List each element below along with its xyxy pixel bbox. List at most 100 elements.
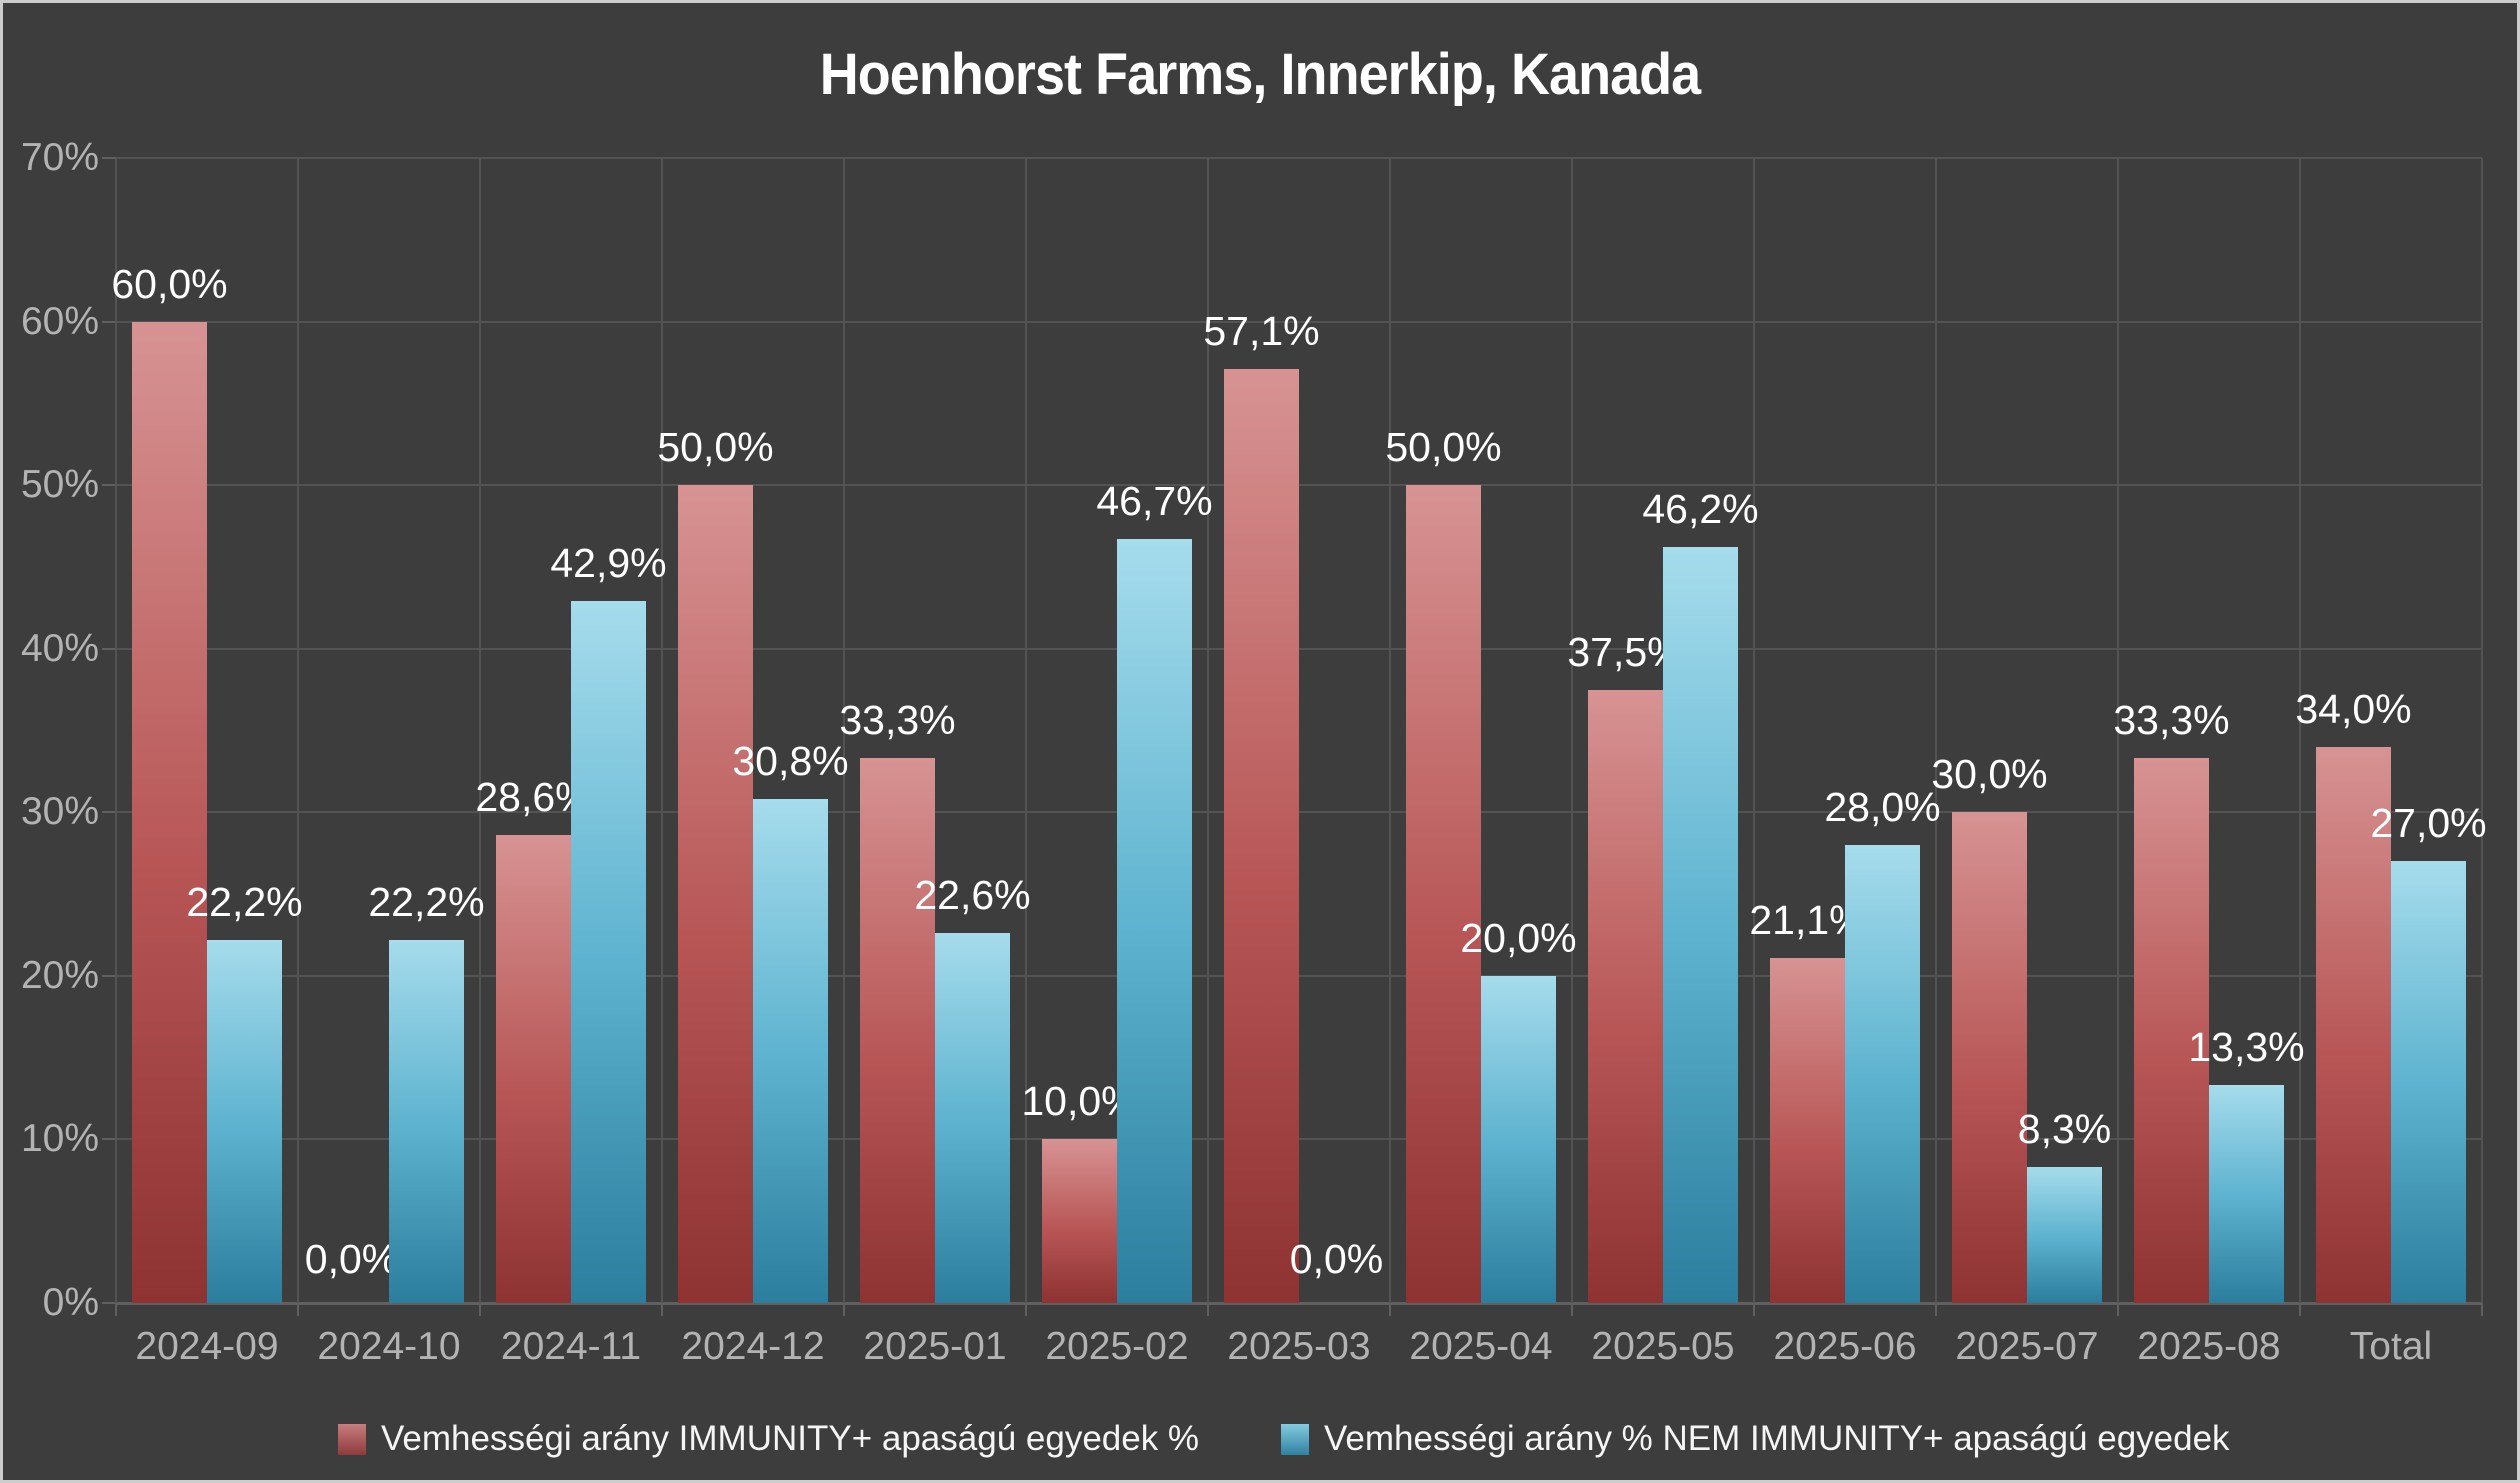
- bar-blue-2025-06[interactable]: [1845, 845, 1920, 1303]
- bar-red-2025-02[interactable]: [1042, 1139, 1117, 1303]
- v-gridline: [2481, 158, 2483, 1303]
- x-axis-tick: [1935, 1303, 1937, 1316]
- x-axis-label[interactable]: 2025-01: [863, 1325, 1007, 1368]
- v-gridline: [1753, 158, 1755, 1303]
- y-axis-tick: [102, 811, 116, 814]
- y-axis-tick: [102, 647, 116, 650]
- bar-red-2025-04[interactable]: [1406, 485, 1481, 1303]
- v-gridline: [479, 158, 481, 1303]
- bar-red-2025-01[interactable]: [860, 758, 935, 1303]
- v-gridline: [1207, 158, 1209, 1303]
- data-label: 28,0%: [1824, 784, 1941, 830]
- y-axis-tick: [102, 157, 116, 159]
- x-axis-label[interactable]: 2024-11: [500, 1325, 642, 1368]
- v-gridline: [1935, 158, 1937, 1303]
- bar-blue-2024-09[interactable]: [207, 940, 282, 1303]
- chart-title[interactable]: Hoenhorst Farms, Innerkip, Kanada: [819, 42, 1701, 107]
- x-axis-label[interactable]: 2025-06: [1773, 1325, 1917, 1368]
- v-gridline: [2299, 158, 2301, 1303]
- bar-red-2025-05[interactable]: [1588, 690, 1663, 1303]
- data-label: 20,0%: [1460, 915, 1577, 961]
- bar-blue-Total[interactable]: [2391, 861, 2466, 1303]
- h-gridline: [116, 157, 2482, 159]
- y-axis-tick: [102, 974, 116, 977]
- h-gridline: [116, 320, 2482, 323]
- data-label: 33,3%: [839, 697, 956, 743]
- v-gridline: [1389, 158, 1391, 1303]
- bar-red-2024-11[interactable]: [496, 835, 571, 1303]
- y-axis-label[interactable]: 10%: [20, 1117, 99, 1161]
- x-axis-label[interactable]: 2025-07: [1955, 1325, 2099, 1368]
- legend-label-immunity: Vemhességi arány IMMUNITY+ apaságú egyed…: [381, 1419, 1200, 1458]
- v-gridline: [1025, 158, 1027, 1303]
- bar-red-2025-08[interactable]: [2134, 758, 2209, 1303]
- y-axis-label[interactable]: 0%: [42, 1281, 99, 1324]
- x-axis-label[interactable]: 2024-09: [135, 1325, 279, 1368]
- x-axis-label[interactable]: 2025-04: [1409, 1325, 1553, 1368]
- x-axis-tick: [2299, 1303, 2301, 1316]
- x-axis-label[interactable]: 2024-12: [681, 1325, 825, 1368]
- x-axis-label[interactable]: 2024-10: [317, 1325, 461, 1368]
- data-label: 8,3%: [2017, 1106, 2112, 1152]
- x-axis-label[interactable]: 2025-03: [1227, 1325, 1371, 1368]
- data-label: 0,0%: [1289, 1236, 1384, 1282]
- legend-item-non-immunity[interactable]: Vemhességi arány % NEM IMMUNITY+ apaságú…: [1281, 1411, 2230, 1467]
- bar-blue-2024-10[interactable]: [389, 940, 464, 1303]
- bar-red-2025-03[interactable]: [1224, 369, 1299, 1303]
- x-axis-label[interactable]: 2025-05: [1591, 1325, 1735, 1368]
- data-label: 30,8%: [732, 738, 849, 784]
- x-axis-tick: [661, 1303, 663, 1316]
- bar-blue-2025-02[interactable]: [1117, 539, 1192, 1303]
- x-axis-tick: [1025, 1303, 1027, 1316]
- bar-blue-2025-05[interactable]: [1663, 547, 1738, 1303]
- legend-item-immunity[interactable]: Vemhességi arány IMMUNITY+ apaságú egyed…: [338, 1411, 1199, 1467]
- bar-red-2024-12[interactable]: [678, 485, 753, 1303]
- v-gridline: [115, 158, 117, 1303]
- bar-red-2024-09[interactable]: [132, 322, 207, 1303]
- data-label: 46,7%: [1096, 478, 1213, 524]
- bar-blue-2025-07[interactable]: [2027, 1167, 2102, 1303]
- y-axis-label[interactable]: 30%: [20, 790, 99, 834]
- data-label: 0,0%: [304, 1236, 399, 1282]
- h-gridline: [116, 974, 2482, 977]
- v-gridline: [2117, 158, 2119, 1303]
- y-axis-label[interactable]: 70%: [20, 136, 99, 179]
- data-label: 57,1%: [1203, 308, 1320, 354]
- y-axis-label[interactable]: 40%: [20, 626, 99, 670]
- bar-red-2025-07[interactable]: [1952, 812, 2027, 1303]
- bar-blue-2024-12[interactable]: [753, 799, 828, 1303]
- y-axis-label[interactable]: 50%: [20, 463, 99, 507]
- x-axis-label[interactable]: 2025-08: [2137, 1325, 2281, 1368]
- x-axis-tick: [479, 1303, 481, 1316]
- legend-label-non-immunity: Vemhességi arány % NEM IMMUNITY+ apaságú…: [1324, 1419, 2230, 1458]
- x-axis-label[interactable]: Total: [2349, 1325, 2433, 1368]
- x-axis-tick: [1571, 1303, 1573, 1316]
- y-axis-label[interactable]: 60%: [20, 299, 99, 343]
- y-axis-tick: [102, 484, 116, 487]
- bar-blue-2025-04[interactable]: [1481, 976, 1556, 1303]
- y-axis-tick: [102, 1302, 116, 1304]
- v-gridline: [661, 158, 663, 1303]
- h-gridline: [116, 1138, 2482, 1141]
- h-gridline: [116, 484, 2482, 487]
- y-axis-label[interactable]: 20%: [20, 953, 99, 997]
- legend: Vemhességi arány IMMUNITY+ apaságú egyed…: [3, 1411, 2517, 1467]
- data-label: 33,3%: [2113, 697, 2230, 743]
- bar-blue-2025-08[interactable]: [2209, 1085, 2284, 1303]
- x-axis-line: [116, 1302, 2482, 1305]
- data-label: 50,0%: [1385, 424, 1502, 470]
- x-axis-tick: [297, 1303, 299, 1316]
- x-axis-tick: [2481, 1303, 2483, 1316]
- bar-red-2025-06[interactable]: [1770, 958, 1845, 1303]
- data-label: 27,0%: [2370, 800, 2487, 846]
- data-label: 22,2%: [186, 879, 303, 925]
- bar-blue-2024-11[interactable]: [571, 601, 646, 1303]
- x-axis-tick: [1207, 1303, 1209, 1316]
- data-label: 34,0%: [2295, 686, 2412, 732]
- bar-red-Total[interactable]: [2316, 747, 2391, 1303]
- bar-blue-2025-01[interactable]: [935, 933, 1010, 1303]
- data-label: 22,2%: [368, 879, 485, 925]
- x-axis-label[interactable]: 2025-02: [1045, 1325, 1189, 1368]
- h-gridline: [116, 647, 2482, 650]
- legend-swatch-blue-icon: [1281, 1423, 1309, 1455]
